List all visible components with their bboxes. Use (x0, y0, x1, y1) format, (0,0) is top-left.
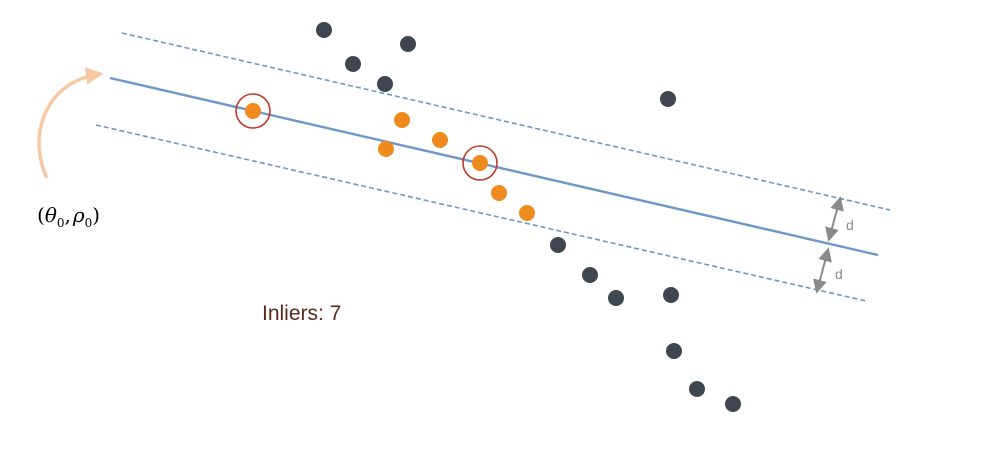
inliers-count: Inliers: 7 (262, 302, 341, 325)
outlier-point (550, 237, 566, 253)
inlier-point (432, 132, 448, 148)
outlier-points (316, 22, 741, 412)
fitted-line (109, 76, 879, 257)
outlier-point (345, 56, 361, 72)
distance-arrow-top (825, 196, 844, 242)
inlier-point (394, 112, 410, 128)
sample-ring (462, 145, 498, 181)
inlier-point (245, 103, 261, 119)
inlier-point (519, 205, 535, 221)
inlier-point (472, 155, 488, 171)
distance-label-top: d (846, 217, 854, 233)
line-parameter-label: (θ0, ρ0) (37, 203, 100, 230)
upper-threshold-line (121, 32, 891, 211)
outlier-point (316, 22, 332, 38)
distance-label-bottom: d (835, 266, 843, 282)
parameter-pointer-arrow (37, 67, 104, 179)
outlier-point (689, 381, 705, 397)
outlier-point (400, 36, 416, 52)
outlier-point (608, 290, 624, 306)
outlier-point (660, 91, 676, 107)
lower-threshold-line (95, 124, 867, 302)
distance-arrow-bottom (813, 247, 832, 294)
inlier-point (378, 141, 394, 157)
inlier-points (245, 103, 535, 221)
sample-ring (235, 93, 271, 129)
outlier-point (377, 76, 393, 92)
outlier-point (725, 396, 741, 412)
outlier-point (663, 287, 679, 303)
outlier-point (666, 343, 682, 359)
outlier-point (582, 267, 598, 283)
inlier-point (491, 185, 507, 201)
